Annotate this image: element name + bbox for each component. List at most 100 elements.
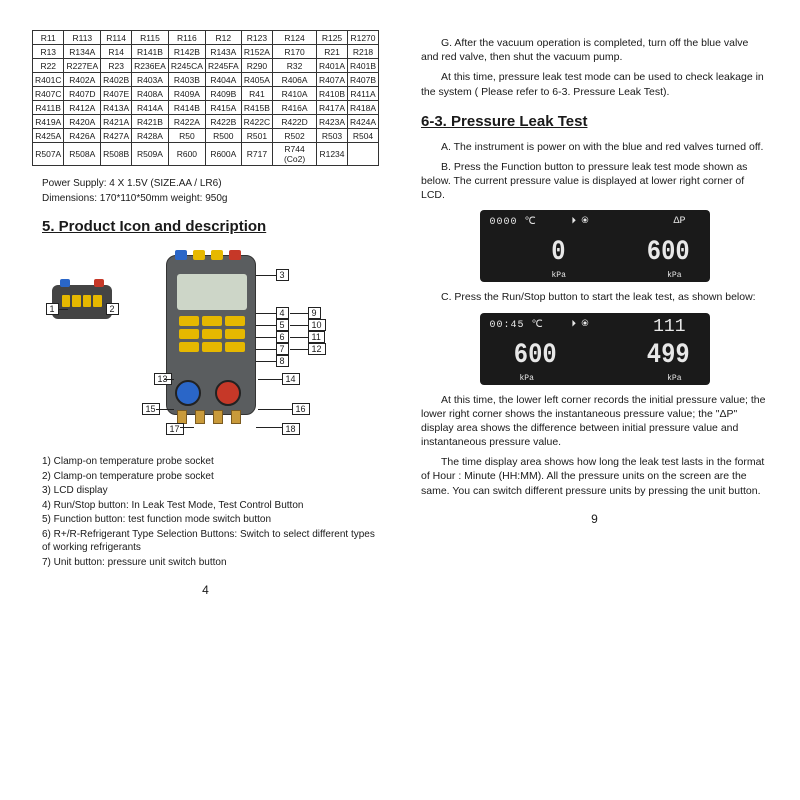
refrigerant-cell: R32 [273, 59, 317, 73]
para-g2: At this time, pressure leak test mode ca… [421, 70, 768, 98]
refrigerant-cell: R50 [168, 129, 205, 143]
refrigerant-cell [348, 143, 379, 166]
refrigerant-cell: R509A [132, 143, 169, 166]
spec-power: Power Supply: 4 X 1.5V (SIZE.AA / LR6) [42, 178, 379, 189]
lcd1-right-val: 600 [647, 237, 690, 268]
refrigerant-cell: R407D [64, 87, 101, 101]
refrigerant-cell: R403A [132, 73, 169, 87]
refrigerant-cell: R23 [101, 59, 132, 73]
refrigerant-cell: R409A [168, 87, 205, 101]
refrigerant-cell: R21 [317, 45, 348, 59]
refrigerant-cell: R508B [101, 143, 132, 166]
page-number-right: 9 [421, 512, 768, 526]
refrigerant-cell: R227EA [64, 59, 101, 73]
refrigerant-cell: R113 [64, 31, 101, 45]
refrigerant-cell: R422C [241, 115, 272, 129]
refrigerant-cell: R402B [101, 73, 132, 87]
refrigerant-cell: R124 [273, 31, 317, 45]
refrigerant-cell: R717 [241, 143, 272, 166]
refrigerant-cell: R411A [348, 87, 379, 101]
refrigerant-cell: R417A [317, 101, 348, 115]
lcd2-icons: ⏵ ⦿ [572, 319, 589, 329]
refrigerant-cell: R425A [33, 129, 64, 143]
lcd1-unit-l: kPa [552, 271, 566, 280]
lcd1-icons: ⏵ ⦿ [572, 216, 589, 226]
lcd1-left-val: 0 [551, 237, 565, 268]
refrigerant-cell: R401C [33, 73, 64, 87]
refrigerant-cell: R600 [168, 143, 205, 166]
refrigerant-cell: R410B [317, 87, 348, 101]
refrigerant-cell: R134A [64, 45, 101, 59]
description-item: 2) Clamp-on temperature probe socket [42, 470, 379, 484]
refrigerant-cell: R13 [33, 45, 64, 59]
refrigerant-cell: R22 [33, 59, 64, 73]
product-diagram: 1 2 3456789101112131415161718 [46, 245, 366, 445]
knob [215, 380, 241, 406]
refrigerant-cell: R408A [132, 87, 169, 101]
refrigerant-cell: R12 [205, 31, 241, 45]
refrigerant-cell: R401B [348, 59, 379, 73]
refrigerant-cell: R600A [205, 143, 241, 166]
refrigerant-cell: R412A [64, 101, 101, 115]
knob [175, 380, 201, 406]
refrigerant-cell: R420A [64, 115, 101, 129]
device-front [166, 255, 256, 415]
refrigerant-cell: R403B [168, 73, 205, 87]
refrigerant-cell: R407B [348, 73, 379, 87]
refrigerant-cell: R115 [132, 31, 169, 45]
refrigerant-cell: R409B [205, 87, 241, 101]
description-item: 4) Run/Stop button: In Leak Test Mode, T… [42, 499, 379, 513]
refrigerant-cell: R170 [273, 45, 317, 59]
device-lcd [177, 274, 247, 310]
refrigerant-cell: R504 [348, 129, 379, 143]
refrigerant-cell: R410A [273, 87, 317, 101]
refrigerant-cell: R245FA [205, 59, 241, 73]
refrigerant-cell: R502 [273, 129, 317, 143]
refrigerant-cell: R245CA [168, 59, 205, 73]
refrigerant-cell: R125 [317, 31, 348, 45]
refrigerant-cell: R423A [317, 115, 348, 129]
refrigerant-cell: R744 (Co2) [273, 143, 317, 166]
callout-12: 12 [308, 343, 326, 355]
lcd-panel-1: 0000 ℃ ⏵ ⦿ ΔP 0 600 kPa kPa [480, 210, 710, 282]
refrigerant-cell: R1270 [348, 31, 379, 45]
refrigerant-table: R11R113R114R115R116R12R123R124R125R1270R… [32, 30, 379, 166]
refrigerant-cell: R501 [241, 129, 272, 143]
refrigerant-cell: R11 [33, 31, 64, 45]
section-5-heading: 5. Product Icon and description [42, 218, 379, 235]
top-view [52, 285, 112, 319]
description-item: 6) R+/R-Refrigerant Type Selection Butto… [42, 528, 379, 555]
step-c: C. Press the Run/Stop button to start th… [421, 290, 768, 304]
refrigerant-cell: R424A [348, 115, 379, 129]
refrigerant-cell: R422B [205, 115, 241, 129]
refrigerant-cell: R406A [273, 73, 317, 87]
description-item: 1) Clamp-on temperature probe socket [42, 455, 379, 469]
page-4: R11R113R114R115R116R12R123R124R125R1270R… [20, 30, 391, 780]
refrigerant-cell: R507A [33, 143, 64, 166]
callout-11: 11 [308, 331, 325, 343]
callout-16: 16 [292, 403, 310, 415]
lcd1-unit-r: kPa [667, 271, 681, 280]
refrigerant-cell: R116 [168, 31, 205, 45]
lcd2-unit-l: kPa [520, 374, 534, 383]
valve-cap [193, 250, 205, 260]
valve-cap [229, 250, 241, 260]
valve-cap [175, 250, 187, 260]
refrigerant-cell: R508A [64, 143, 101, 166]
callout-4: 4 [276, 307, 289, 319]
refrigerant-cell: R415A [205, 101, 241, 115]
lcd2-unit-r: kPa [667, 374, 681, 383]
refrigerant-cell: R41 [241, 87, 272, 101]
refrigerant-cell: R405A [241, 73, 272, 87]
description-item: 3) LCD display [42, 484, 379, 498]
callout-6: 6 [276, 331, 289, 343]
refrigerant-cell: R414B [168, 101, 205, 115]
refrigerant-cell: R141B [132, 45, 169, 59]
lcd-panel-2: 00:45 ℃ ⏵ ⦿ 111 600 499 kPa kPa [480, 313, 710, 385]
refrigerant-cell: R416A [273, 101, 317, 115]
refrigerant-cell: R402A [64, 73, 101, 87]
refrigerant-cell: R413A [101, 101, 132, 115]
refrigerant-cell: R411B [33, 101, 64, 115]
refrigerant-cell: R404A [205, 73, 241, 87]
refrigerant-cell: R422D [273, 115, 317, 129]
